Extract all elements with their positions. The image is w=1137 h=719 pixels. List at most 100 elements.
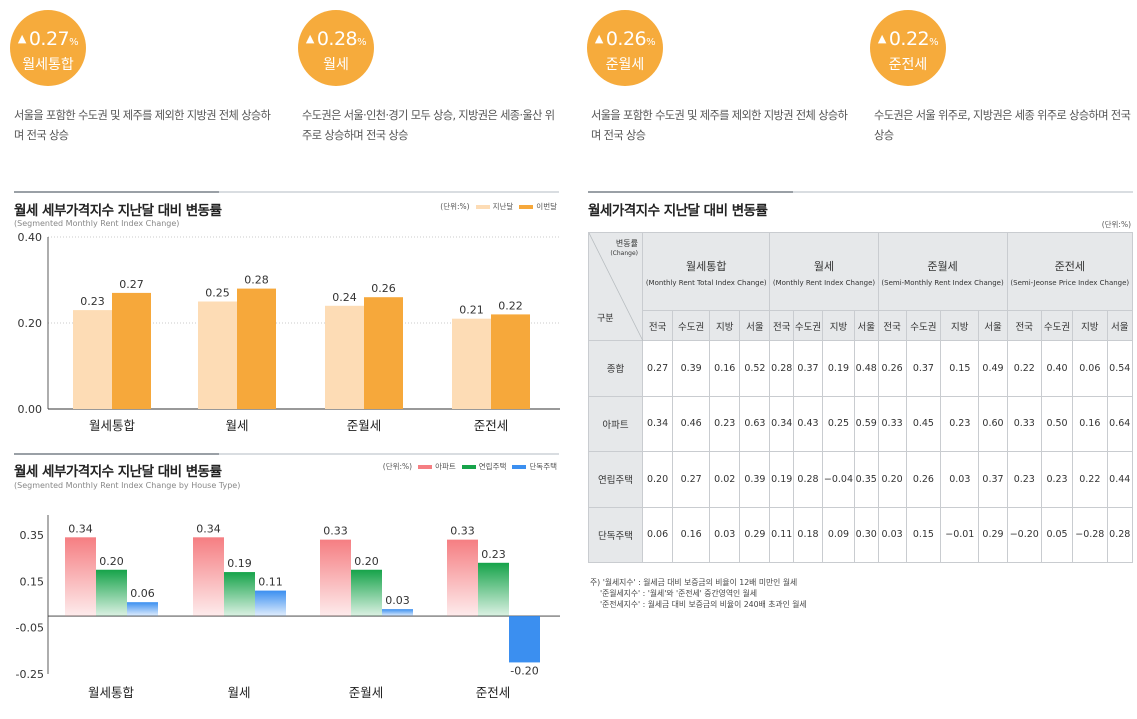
subcol-header: 지방 (709, 310, 741, 341)
card-description: 서울을 포함한 수도권 및 제주를 제외한 지방권 전체 상승하며 전국 상승 (14, 109, 271, 142)
subcol-header: 지방 (821, 310, 855, 341)
chart1-legend: (단위:%) 지난달 이번달 (440, 201, 557, 212)
bar-detached-house (509, 616, 540, 663)
section-divider (588, 191, 1133, 193)
table-cell: 0.15 (940, 340, 980, 397)
subcol-header: 서울 (739, 310, 771, 341)
subcol-header: 전국 (769, 310, 795, 341)
chart1-subtitle: (Segmented Monthly Rent Index Change) (14, 219, 180, 228)
summary-circle: ▲ 0.22% 준전세 (870, 10, 946, 86)
unit-label: (단위:%) (440, 202, 470, 211)
table-cell: 0.27 (672, 451, 711, 508)
group-header: 준전세 (Semi-Jeonse Price Index Change) (1006, 232, 1134, 311)
subcol-header: 서울 (1106, 310, 1134, 341)
table-cell: 0.19 (821, 340, 855, 397)
table-row: 연립주택 0.20 0.27 0.02 0.39 0.19 0.28 −0.04 0.35 0.2… (588, 451, 1134, 508)
x-tick-label: 준월세 (347, 418, 382, 433)
data-label: 0.33 (450, 525, 475, 538)
row-label: 아파트 (588, 395, 643, 452)
data-label: 0.25 (205, 287, 230, 300)
table-cell: 0.39 (739, 451, 771, 508)
table-cell: 0.22 (1006, 340, 1042, 397)
subcol-header: 전국 (641, 310, 674, 341)
table-cell: 0.50 (1040, 395, 1074, 452)
table-cell: −0.20 (1006, 506, 1042, 563)
row-label: 단독주택 (588, 506, 643, 563)
table-cell: 0.16 (672, 506, 711, 563)
data-label: 0.11 (258, 576, 283, 589)
subcol-header: 수도권 (793, 310, 823, 341)
table-cell: 0.26 (877, 340, 907, 397)
table-cell: 0.40 (1040, 340, 1074, 397)
data-label: 0.34 (196, 522, 221, 535)
subcol-header: 전국 (877, 310, 907, 341)
table-cell: 0.06 (1072, 340, 1108, 397)
x-tick-label: 월세통합 (88, 685, 135, 700)
y-tick-label: -0.05 (16, 622, 44, 635)
chart1-svg: 0.40 0.20 0.00 0.23 0.27 월세통합 0.25 0.28 월세 0.24 0.… (18, 231, 560, 433)
data-label: 0.22 (498, 299, 523, 312)
row-label: 연립주택 (588, 451, 643, 508)
table-cell: 0.43 (793, 395, 823, 452)
card-label: 준월세 (605, 57, 645, 73)
table-row: 종합 0.27 0.39 0.16 0.52 0.28 0.37 0.19 0.48 0.26 0.… (588, 340, 1134, 397)
data-label: -0.20 (510, 664, 538, 677)
up-arrow-icon: ▲ (594, 32, 603, 45)
x-tick-label: 준전세 (474, 418, 509, 433)
card-label: 월세 (323, 57, 349, 73)
chart2-title: 월세 세부가격지수 지난달 대비 변동률 (14, 464, 222, 480)
table-cell: 0.34 (641, 395, 674, 452)
data-label: 0.19 (227, 557, 252, 570)
table-cell: 0.29 (978, 506, 1008, 563)
card-label: 월세통합 (22, 57, 74, 73)
bar-last-month (73, 310, 112, 409)
section-divider (14, 453, 559, 455)
bar-apartment (193, 537, 224, 617)
table-cell: 0.28 (793, 451, 823, 508)
table-cell: 0.54 (1106, 340, 1134, 397)
table-cell: 0.26 (905, 451, 942, 508)
table-cell: 0.03 (709, 506, 741, 563)
chart2-legend: (단위:%) 아파트 연립주택 단독주택 (383, 461, 557, 472)
group-header: 준월세 (Semi-Monthly Rent Index Change) (877, 232, 1008, 311)
table-row: 단독주택 0.06 0.16 0.03 0.29 0.11 0.18 0.09 0.30 0.03… (588, 506, 1134, 563)
rent-index-table: 변동률 (Change) 구분 월세통합 (Monthly Rent Total I… (588, 232, 1134, 563)
table-cell: 0.29 (739, 506, 771, 563)
table-cell: 0.37 (905, 340, 942, 397)
table-cell: 0.05 (1040, 506, 1074, 563)
table-cell: 0.44 (1106, 451, 1134, 508)
card-description: 수도권은 서울 위주로, 지방권은 세종 위주로 상승하며 전국 상승 (874, 109, 1131, 142)
card-label: 준전세 (888, 57, 928, 73)
bar-last-month (452, 318, 491, 409)
table-cell: 0.37 (978, 451, 1008, 508)
card-description: 서울을 포함한 수도권 및 제주를 제외한 지방권 전체 상승하며 전국 상승 (591, 109, 848, 142)
y-tick-label: 0.35 (20, 529, 45, 542)
table-title: 월세가격지수 지난달 대비 변동률 (588, 203, 768, 219)
y-tick-label: 0.40 (18, 231, 43, 244)
table-cell: 0.52 (739, 340, 771, 397)
bar-row-house (351, 569, 382, 617)
x-tick-label: 월세 (227, 685, 250, 700)
table-cell: −0.04 (821, 451, 855, 508)
table-cell: 0.25 (821, 395, 855, 452)
table-cell: 0.23 (940, 395, 980, 452)
table-cell: 0.27 (641, 340, 674, 397)
chart1-title: 월세 세부가격지수 지난달 대비 변동률 (14, 203, 222, 219)
subcol-header: 서울 (978, 310, 1008, 341)
table-cell: 0.28 (769, 340, 795, 397)
table-cell: 0.48 (853, 340, 879, 397)
table-cell: 0.18 (793, 506, 823, 563)
table-cell: 0.34 (769, 395, 795, 452)
data-label: 0.23 (481, 548, 506, 561)
table-cell: 0.23 (1040, 451, 1074, 508)
section-divider (14, 191, 559, 193)
table-cell: 0.23 (1006, 451, 1042, 508)
table-cell: −0.01 (940, 506, 980, 563)
corner-cell: 변동률 (Change) 구분 (588, 232, 643, 341)
data-label: 0.33 (323, 525, 348, 538)
table-cell: 0.15 (905, 506, 942, 563)
data-label: 0.24 (332, 291, 357, 304)
subcol-header: 서울 (853, 310, 879, 341)
up-arrow-icon: ▲ (17, 32, 26, 45)
up-arrow-icon: ▲ (305, 32, 314, 45)
